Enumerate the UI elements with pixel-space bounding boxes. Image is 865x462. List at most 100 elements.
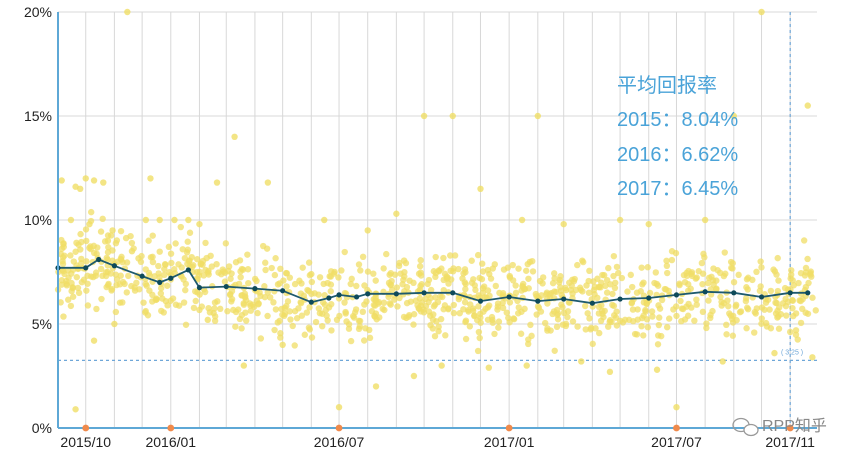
scatter-point: [630, 318, 637, 325]
scatter-point: [109, 257, 116, 264]
scatter-point: [277, 265, 284, 273]
scatter-point: [789, 304, 796, 312]
scatter-point: [578, 358, 585, 365]
scatter-point: [782, 295, 789, 303]
scatter-point: [672, 249, 680, 257]
scatter-point: [797, 319, 805, 327]
scatter-point: [366, 334, 374, 342]
y-tick-label: 0%: [32, 420, 52, 436]
scatter-point: [678, 305, 686, 312]
scatter-point: [157, 290, 165, 297]
scatter-point: [506, 299, 514, 306]
scatter-point: [757, 283, 764, 290]
scatter-point: [316, 274, 324, 281]
scatter-point: [160, 309, 167, 316]
scatter-point: [484, 266, 492, 274]
scatter-point: [495, 318, 503, 325]
scatter-point: [359, 308, 367, 316]
scatter-point: [235, 306, 242, 313]
scatter-point: [465, 306, 472, 314]
scatter-point: [335, 274, 342, 281]
scatter-point: [664, 269, 671, 277]
scatter-point: [729, 319, 737, 326]
scatter-point: [364, 268, 372, 275]
scatter-point: [295, 305, 302, 312]
scatter-point: [282, 269, 290, 277]
scatter-point: [607, 281, 614, 288]
scatter-point: [184, 246, 192, 253]
scatter-point: [116, 281, 124, 288]
scatter-point: [613, 322, 621, 329]
scatter-point: [735, 271, 742, 279]
scatter-point: [97, 265, 105, 273]
scatter-point: [526, 258, 534, 266]
scatter-point: [654, 341, 662, 348]
scatter-point: [128, 239, 136, 247]
scatter-point: [621, 316, 629, 324]
scatter-point: [213, 260, 220, 268]
scatter-point: [70, 258, 77, 265]
scatter-point: [744, 286, 751, 293]
scatter-point: [432, 269, 440, 277]
scatter-point: [372, 297, 379, 304]
scatter-point: [306, 272, 314, 279]
scatter-point: [673, 404, 680, 411]
scatter-point: [589, 340, 596, 348]
scatter-point: [221, 278, 229, 285]
scatter-point: [432, 253, 439, 261]
scatter-point: [677, 297, 684, 305]
scatter-point: [410, 321, 417, 328]
scatter-point: [204, 269, 212, 276]
scatter-point: [451, 252, 459, 259]
scatter-point: [668, 256, 676, 264]
average-point: [168, 275, 174, 281]
scatter-point: [373, 316, 380, 323]
average-point: [252, 286, 258, 292]
scatter-point: [261, 293, 269, 301]
scatter-point: [610, 272, 617, 280]
scatter-point: [400, 276, 407, 283]
scatter-point: [574, 261, 581, 269]
average-point: [617, 296, 623, 302]
x-tick-label: 2017/11: [765, 434, 815, 450]
scatter-point: [73, 273, 80, 281]
scatter-point: [424, 280, 431, 288]
scatter-point: [726, 310, 733, 317]
scatter-point: [350, 314, 358, 321]
scatter-point: [219, 266, 226, 273]
scatter-point: [58, 277, 65, 284]
scatter-point: [787, 275, 794, 282]
scatter-point: [564, 313, 571, 321]
scatter-point: [551, 347, 558, 354]
scatter-point: [196, 220, 203, 228]
scatter-point: [437, 315, 445, 323]
scatter-point: [119, 299, 126, 306]
scatter-point: [600, 313, 607, 321]
scatter-point: [551, 270, 558, 277]
scatter-point: [380, 265, 387, 272]
scatter-point: [149, 253, 156, 261]
scatter-point: [462, 269, 469, 276]
scatter-point: [84, 302, 92, 309]
scatter-point: [341, 299, 348, 306]
scatter-point: [523, 362, 530, 369]
scatter-point: [699, 308, 707, 316]
scatter-point: [485, 302, 493, 309]
scatter-point: [386, 300, 394, 307]
scatter-point: [560, 220, 567, 228]
scatter-point: [270, 299, 277, 306]
scatter-point: [394, 303, 401, 310]
scatter-point: [321, 292, 328, 299]
scatter-point: [90, 273, 97, 281]
scatter-point: [649, 313, 656, 320]
scatter-point: [495, 324, 502, 331]
scatter-point: [84, 280, 91, 287]
scatter-point: [601, 272, 608, 279]
scatter-point: [225, 267, 232, 275]
annotation-title: 平均回报率: [617, 74, 717, 97]
scatter-point: [594, 275, 601, 282]
scatter-point: [539, 280, 546, 287]
scatter-point: [445, 306, 452, 313]
watermark-text: RPP知乎: [762, 417, 827, 435]
average-point: [336, 292, 342, 298]
